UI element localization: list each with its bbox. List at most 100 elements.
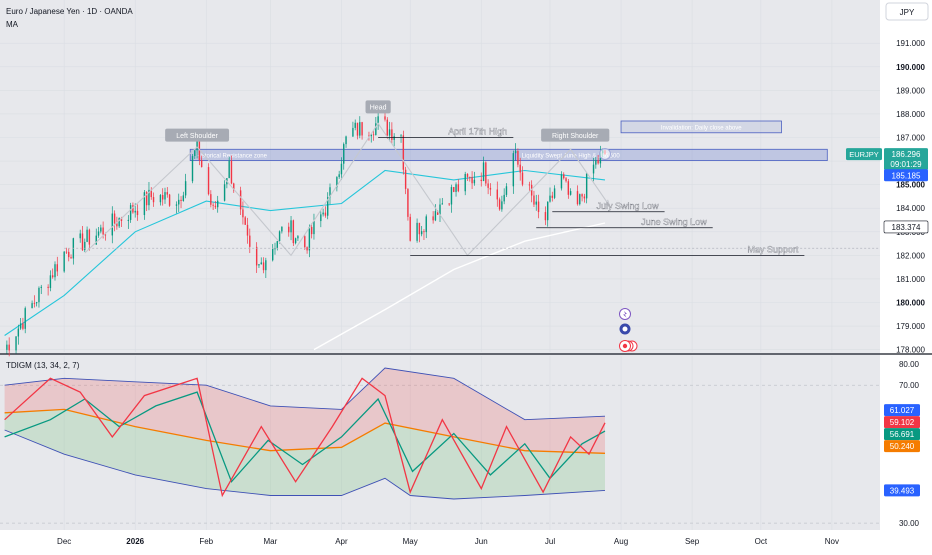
ma-indicator-label[interactable]: MA — [6, 20, 19, 29]
shape-label-box[interactable] — [365, 100, 391, 114]
ma-fast-line[interactable] — [4, 169, 606, 336]
candle-body[interactable] — [233, 183, 235, 191]
candle-body[interactable] — [150, 189, 152, 198]
candle-body[interactable] — [521, 172, 524, 185]
oscillator-value-badge[interactable] — [884, 484, 920, 497]
oscillator-rsi-line[interactable] — [4, 377, 606, 498]
candle-body[interactable] — [182, 195, 185, 201]
candle-body[interactable] — [313, 221, 315, 235]
candle-body[interactable] — [469, 176, 471, 178]
candle-body[interactable] — [228, 160, 230, 179]
last-price-badge[interactable] — [884, 148, 928, 171]
candle-body[interactable] — [579, 194, 581, 205]
candle-body[interactable] — [400, 135, 402, 137]
candle-body[interactable] — [81, 233, 84, 251]
candle-body[interactable] — [255, 246, 258, 266]
candle-body[interactable] — [599, 153, 602, 164]
ma-price-badge[interactable] — [883, 220, 929, 234]
candle-body[interactable] — [551, 195, 554, 198]
candle-body[interactable] — [116, 223, 118, 227]
candle-body[interactable] — [184, 181, 187, 196]
candle-body[interactable] — [356, 122, 359, 136]
symbol-badge[interactable] — [846, 148, 882, 161]
candle-body[interactable] — [576, 191, 579, 205]
candle-body[interactable] — [404, 169, 407, 189]
candle-body[interactable] — [258, 264, 260, 266]
candle-body[interactable] — [595, 160, 597, 165]
candle-body[interactable] — [88, 229, 91, 245]
oscillator-signal-line[interactable] — [4, 391, 606, 483]
candle-body[interactable] — [498, 199, 501, 210]
candle-body[interactable] — [441, 203, 444, 205]
candle-body[interactable] — [384, 116, 386, 120]
candle-body[interactable] — [223, 184, 226, 201]
shape-label-box[interactable] — [165, 128, 230, 142]
candle-body[interactable] — [533, 195, 535, 205]
candle-body[interactable] — [15, 336, 17, 351]
candle-body[interactable] — [127, 219, 130, 221]
zone-box[interactable] — [620, 120, 782, 134]
candle-body[interactable] — [388, 129, 391, 136]
candle-body[interactable] — [425, 216, 427, 233]
candle-body[interactable] — [308, 227, 311, 251]
candle-body[interactable] — [544, 212, 547, 221]
candle-body[interactable] — [102, 227, 104, 235]
candle-body[interactable] — [281, 226, 283, 232]
candle-body[interactable] — [79, 233, 81, 239]
candle-body[interactable] — [65, 251, 68, 253]
candle-body[interactable] — [265, 260, 267, 271]
candle-body[interactable] — [361, 122, 363, 136]
candle-body[interactable] — [288, 226, 290, 233]
candle-body[interactable] — [480, 179, 482, 182]
candle-body[interactable] — [86, 229, 88, 242]
candle-body[interactable] — [84, 241, 86, 251]
candle-body[interactable] — [436, 211, 439, 215]
candle-body[interactable] — [168, 194, 171, 206]
candle-body[interactable] — [585, 173, 588, 199]
candle-body[interactable] — [212, 204, 214, 206]
candle-body[interactable] — [482, 162, 485, 182]
candle-body[interactable] — [581, 194, 583, 197]
candle-body[interactable] — [503, 194, 505, 202]
candle-body[interactable] — [113, 213, 116, 224]
candle-body[interactable] — [359, 122, 361, 136]
oscillator-value-badge[interactable] — [884, 416, 920, 429]
candle-body[interactable] — [409, 216, 411, 241]
candle-body[interactable] — [276, 241, 279, 249]
candle-body[interactable] — [567, 181, 570, 195]
candle-body[interactable] — [546, 201, 549, 221]
oscillator-mid-line[interactable] — [4, 408, 606, 454]
candle-body[interactable] — [22, 323, 24, 329]
candle-body[interactable] — [47, 286, 49, 289]
candle-body[interactable] — [453, 187, 455, 192]
shape-label-box[interactable] — [541, 128, 610, 142]
candle-body[interactable] — [466, 173, 469, 177]
candle-body[interactable] — [336, 177, 338, 188]
candle-body[interactable] — [485, 162, 487, 184]
candle-body[interactable] — [278, 231, 281, 242]
candle-body[interactable] — [33, 303, 36, 304]
candle-body[interactable] — [377, 116, 379, 124]
candle-body[interactable] — [35, 302, 38, 304]
candle-body[interactable] — [407, 188, 409, 217]
candle-body[interactable] — [320, 214, 322, 222]
candle-body[interactable] — [49, 275, 52, 289]
candle-body[interactable] — [145, 192, 148, 206]
candle-body[interactable] — [530, 184, 533, 196]
oscillator-value-badge[interactable] — [884, 404, 920, 417]
candle-body[interactable] — [216, 200, 219, 208]
candle-body[interactable] — [487, 183, 489, 188]
candle-body[interactable] — [343, 144, 345, 164]
alert-icon[interactable] — [619, 308, 631, 320]
candle-body[interactable] — [416, 222, 418, 241]
candle-body[interactable] — [370, 134, 372, 137]
candle-body[interactable] — [152, 197, 155, 203]
current-price-marker[interactable] — [599, 148, 611, 160]
candle-body[interactable] — [129, 205, 132, 220]
candle-body[interactable] — [70, 257, 72, 259]
candle-body[interactable] — [306, 247, 308, 251]
candle-body[interactable] — [434, 211, 437, 221]
candle-body[interactable] — [207, 167, 210, 195]
candle-body[interactable] — [423, 231, 425, 233]
candle-body[interactable] — [489, 187, 492, 190]
